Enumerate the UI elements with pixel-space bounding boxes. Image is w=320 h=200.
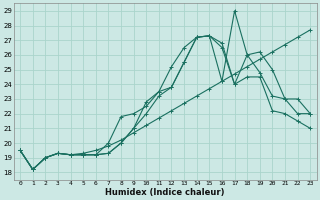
X-axis label: Humidex (Indice chaleur): Humidex (Indice chaleur)	[106, 188, 225, 197]
